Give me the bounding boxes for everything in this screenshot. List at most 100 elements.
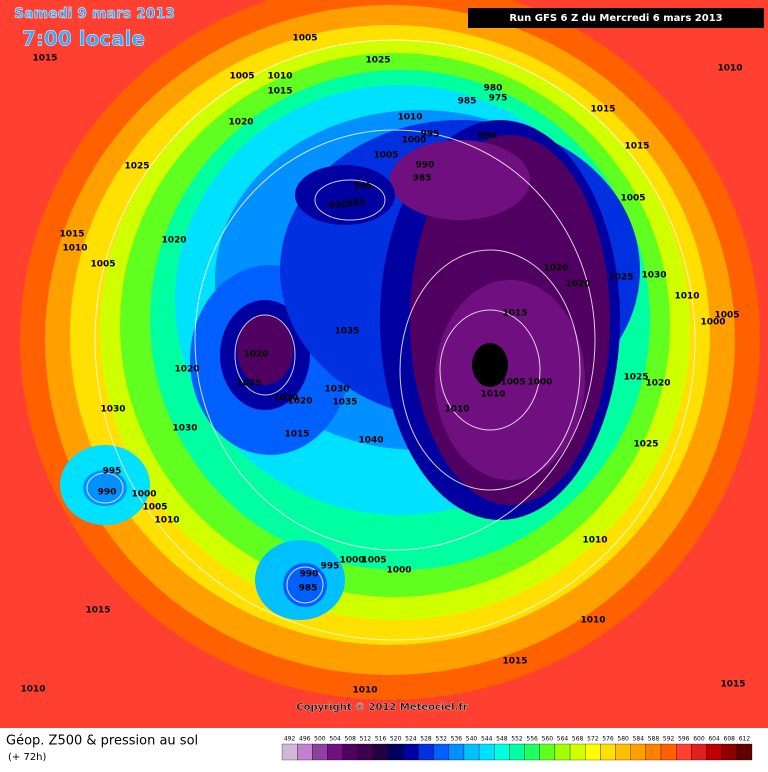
legend-level: 596	[678, 736, 690, 743]
isobar-label: 1020	[174, 365, 199, 375]
legend-swatch	[585, 743, 601, 761]
legend-level: 560	[542, 736, 554, 743]
isobar-label: 1020	[161, 236, 186, 246]
legend-level: 580	[617, 736, 629, 743]
footer-title: Géop. Z500 & pression au sol	[6, 734, 198, 749]
isobar-label: 1015	[284, 430, 309, 440]
isobar-label: 1015	[502, 309, 527, 319]
isobar-label: 1015	[267, 87, 292, 97]
isobar-label: 985	[347, 199, 366, 209]
legend-swatch	[615, 743, 631, 761]
isobar-label: 995	[321, 562, 340, 572]
isobar-label: 1010	[352, 686, 377, 696]
isobar-label: 1005	[373, 151, 398, 161]
isobar-label: 1020	[243, 350, 268, 360]
isobars	[86, 39, 696, 641]
isobar-label: 1010	[580, 616, 605, 626]
legend-level: 536	[451, 736, 463, 743]
isobar-label: 1000	[339, 556, 364, 566]
date: Samedi 9 mars 2013	[14, 6, 175, 22]
run-info: Run GFS 6 Z du Mercredi 6 mars 2013	[509, 13, 722, 24]
legend-level: 584	[633, 736, 645, 743]
isobar-label: 1005	[620, 194, 645, 204]
legend-swatch	[630, 743, 647, 761]
isobar-label: 1015	[59, 230, 84, 240]
isobar-label: 985	[413, 174, 432, 184]
isobar-label: 1010	[62, 244, 87, 254]
legend-swatch	[418, 743, 434, 761]
isobar-label: 1030	[641, 271, 666, 281]
legend-level: 532	[435, 736, 447, 743]
legend-swatch	[509, 743, 525, 761]
legend-swatch	[281, 743, 298, 761]
legend-level: 520	[390, 736, 402, 743]
legend-level: 492	[284, 736, 296, 743]
isobar-label: 1010	[674, 292, 699, 302]
legend-level: 564	[557, 736, 569, 743]
isobar-label: 990	[329, 201, 348, 211]
isobar-label: 1010	[480, 390, 505, 400]
isobar-label: 1020	[565, 280, 590, 290]
legend-level: 592	[663, 736, 675, 743]
isobar-label: 1000	[700, 318, 725, 328]
lead-time: (+ 72h)	[8, 752, 47, 763]
isobar-label: 1015	[590, 105, 615, 115]
copyright: Copyright © 2012 Meteociel.fr	[296, 702, 467, 713]
legend-level: 544	[481, 736, 493, 743]
isobar-label: 990	[416, 161, 435, 171]
legend-swatch	[372, 743, 389, 761]
legend-swatch	[569, 743, 586, 761]
legend-swatch	[478, 743, 495, 761]
isobar-label: 985	[299, 584, 318, 594]
isobar-label: 1025	[623, 373, 648, 383]
isobar-label: 1040	[358, 436, 383, 446]
isobar-label: 1010	[582, 536, 607, 546]
isobar-label: 1030	[100, 405, 125, 415]
isobar-label: 1005	[90, 260, 115, 270]
legend-level: 568	[572, 736, 584, 743]
z500-field	[0, 0, 768, 728]
legend-swatch	[297, 743, 313, 761]
legend-swatch	[448, 743, 465, 761]
isobar-label: 995	[421, 130, 440, 140]
isobar-label: 995	[103, 467, 122, 477]
isobar-label: 1020	[645, 379, 670, 389]
isobar-label: 975	[489, 94, 508, 104]
isobar-label: 1000	[401, 136, 426, 146]
isobar-label: 995	[354, 182, 373, 192]
legend-level: 572	[587, 736, 599, 743]
legend-level: 548	[496, 736, 508, 743]
legend-level: 504	[329, 736, 341, 743]
isobar-label: 990	[300, 570, 319, 580]
legend-swatch	[433, 743, 449, 761]
isobar-label: 1015	[720, 680, 745, 690]
legend-swatch	[494, 743, 510, 761]
legend-swatch	[554, 743, 571, 761]
legend-level: 496	[299, 736, 311, 743]
legend-level: 516	[375, 736, 387, 743]
legend-level: 512	[360, 736, 372, 743]
legend-swatch	[645, 743, 662, 761]
isobar-label: 1015	[502, 657, 527, 667]
isobar-label: 1005	[142, 503, 167, 513]
legend-level: 500	[314, 736, 326, 743]
isobar-label: 1015	[85, 606, 110, 616]
legend-level: 540	[466, 736, 478, 743]
isobar-label: 1020	[228, 118, 253, 128]
isobar-label: 1000	[527, 378, 552, 388]
isobar-label: 1015	[32, 54, 57, 64]
isobar-label: 1010	[267, 72, 292, 82]
legend-swatch	[721, 743, 737, 761]
legend-swatch	[524, 743, 540, 761]
legend-level: 588	[648, 736, 660, 743]
isobar-label: 1010	[154, 516, 179, 526]
legend-level: 528	[420, 736, 432, 743]
legend-swatch	[660, 743, 677, 761]
isobar-label: 1005	[361, 556, 386, 566]
legend-swatch	[327, 743, 343, 761]
isobar-label: 1005	[714, 311, 739, 321]
isobar-label: 1000	[386, 566, 411, 576]
legend-level: 576	[602, 736, 614, 743]
legend-swatch	[539, 743, 556, 761]
